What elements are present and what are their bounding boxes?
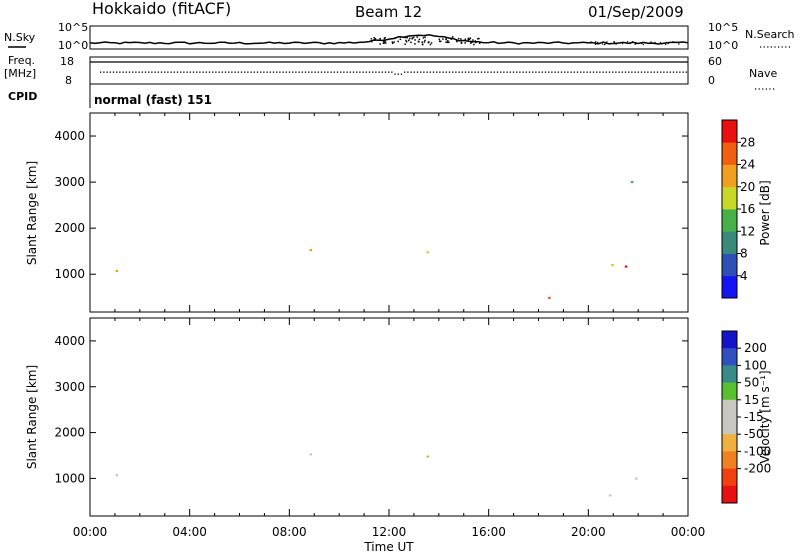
colorbar-segment — [722, 451, 737, 469]
velocity-heatmap — [115, 453, 638, 497]
velocity-ylabel: Slant Range [km] — [25, 365, 39, 469]
freq-label: Freq. — [8, 54, 35, 67]
colorbar-segment — [722, 348, 737, 366]
nsky-panel: N.Sky 10^5 10^0 10^5 10^0 N.Search — [4, 21, 795, 52]
power-frame — [89, 112, 689, 313]
nsearch-tick-bottom: 10^0 — [708, 39, 738, 52]
nave-tick-top: 60 — [708, 55, 722, 68]
colorbar-segment — [722, 417, 737, 435]
nsky-trace — [89, 34, 689, 45]
range-tick-label: 2000 — [54, 221, 85, 235]
colorbar-segment — [722, 434, 737, 452]
power-colorbar-tick: 8 — [740, 247, 748, 261]
nsky-label: N.Sky — [4, 31, 36, 44]
velocity-colorbar-tick: 200 — [744, 341, 767, 355]
nave-trace — [100, 71, 687, 75]
time-tick-label: 08:00 — [272, 525, 307, 539]
range-tick-label: 4000 — [54, 129, 85, 143]
velocity-colorbar-tick: -50 — [744, 427, 764, 441]
velocity-colorbar-tick: -200 — [744, 462, 771, 476]
colorbar-segment — [722, 142, 737, 165]
velocity-panel: Slant Range [km] 1000 2000 3000 4000 200 100… — [25, 317, 772, 517]
time-tick-label: 04:00 — [172, 525, 207, 539]
cpid-value: normal (fast) 151 — [94, 93, 212, 107]
colorbar-segment — [722, 253, 737, 277]
power-colorbar-tick: 12 — [740, 224, 755, 238]
range-tick-label: 2000 — [54, 426, 85, 440]
colorbar-segment — [722, 331, 737, 349]
nsky-tick-bottom: 10^0 — [58, 39, 88, 52]
nave-tick-bottom: 0 — [708, 74, 715, 87]
beam-label: Beam 12 — [355, 3, 422, 21]
nsearch-label: N.Search — [745, 28, 795, 41]
freq-panel: Freq. [MHz] 18 8 60 0 Nave CPID normal (… — [4, 54, 777, 108]
power-ylabel: Slant Range [km] — [25, 161, 39, 265]
colorbar-segment — [722, 120, 737, 143]
time-tick-label: 00:00 — [671, 525, 706, 539]
date-label: 01/Sep/2009 — [588, 3, 684, 21]
colorbar-segment — [722, 399, 737, 418]
range-tick-label: 3000 — [54, 380, 85, 394]
power-colorbar-tick: 20 — [740, 180, 755, 194]
freq-unit: [MHz] — [4, 67, 36, 80]
colorbar-segment — [722, 186, 737, 210]
nsearch-trace — [370, 36, 680, 46]
velocity-colorbar-label: Velocity [m s⁻¹] — [758, 370, 772, 463]
freq-tick-top: 18 — [60, 55, 74, 68]
power-colorbar-tick: 16 — [740, 202, 755, 216]
velocity-colorbar: 200 100 50 15 -15 -50 -100 -200 — [721, 330, 771, 504]
power-colorbar-tick: 24 — [740, 158, 755, 172]
power-colorbar-tick: 4 — [740, 269, 748, 283]
station-title: Hokkaido (fitACF) — [92, 0, 231, 18]
range-tick-label: 3000 — [54, 175, 85, 189]
colorbar-segment — [722, 164, 737, 188]
colorbar-segment — [722, 365, 737, 383]
velocity-colorbar-tick: -100 — [744, 444, 771, 458]
time-axis-labels: 00:00 04:00 08:00 12:00 16:00 20:00 00:00 — [73, 525, 706, 539]
time-axis-title: Time UT — [363, 540, 414, 554]
power-heatmap — [115, 181, 634, 299]
nsky-tick-top: 10^5 — [58, 21, 88, 34]
colorbar-segment — [722, 382, 737, 401]
colorbar-segment — [722, 485, 737, 504]
time-tick-label: 20:00 — [571, 525, 606, 539]
colorbar-segment — [722, 275, 737, 299]
power-colorbar-tick: 28 — [740, 135, 755, 149]
velocity-colorbar-tick: 50 — [744, 376, 759, 390]
colorbar-segment — [722, 209, 737, 232]
nave-label: Nave — [749, 67, 777, 80]
time-tick-label: 16:00 — [471, 525, 506, 539]
range-tick-label: 1000 — [54, 471, 85, 485]
power-panel: Slant Range [km] 1000 2000 3000 4000 4 8 12 16… — [25, 112, 772, 313]
range-tick-label: 1000 — [54, 267, 85, 281]
nsearch-tick-top: 10^5 — [708, 21, 738, 34]
time-tick-label: 00:00 — [73, 525, 108, 539]
colorbar-segment — [722, 231, 737, 254]
cpid-label: CPID — [8, 90, 37, 103]
freq-tick-bottom: 8 — [65, 74, 72, 87]
velocity-colorbar-tick: 100 — [744, 358, 767, 372]
velocity-frame — [89, 317, 689, 517]
velocity-colorbar-tick: -15 — [744, 410, 764, 424]
range-tick-label: 4000 — [54, 334, 85, 348]
colorbar-segment — [722, 468, 737, 487]
power-colorbar: 4 8 12 16 20 24 28 — [721, 119, 755, 299]
power-colorbar-label: Power [dB] — [758, 180, 772, 245]
time-tick-label: 12:00 — [372, 525, 407, 539]
velocity-colorbar-tick: 15 — [744, 393, 759, 407]
